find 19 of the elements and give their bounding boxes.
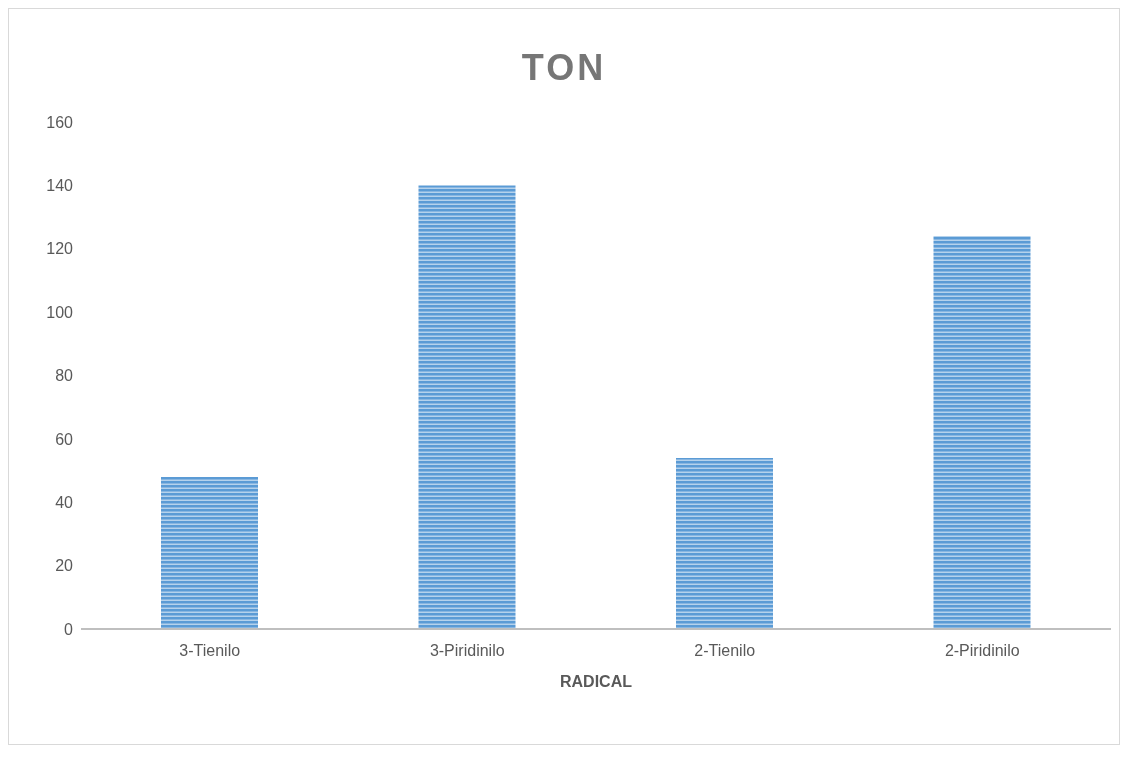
y-tick-label: 0 (64, 620, 74, 638)
bar (161, 476, 258, 629)
x-tick-label: 2-Piridinilo (944, 642, 1020, 660)
y-tick-label: 120 (46, 240, 74, 258)
y-tick-label: 80 (55, 367, 74, 385)
x-axis-title: RADICAL (560, 673, 633, 690)
y-tick-label: 60 (55, 430, 74, 448)
x-tick-label: 3-Tienilo (179, 642, 241, 660)
y-tick-label: 160 (46, 113, 74, 131)
y-tick-label: 100 (46, 303, 74, 321)
bar (933, 236, 1031, 629)
bar (418, 185, 516, 629)
x-tick-label: 2-Tienilo (694, 642, 756, 660)
chart-title: TON (520, 47, 608, 89)
y-tick-label: 140 (46, 177, 74, 195)
x-tick-label: 3-Piridinilo (429, 642, 505, 660)
y-tick-label: 40 (55, 493, 74, 511)
bar (676, 457, 773, 629)
y-tick-label: 20 (55, 557, 74, 575)
